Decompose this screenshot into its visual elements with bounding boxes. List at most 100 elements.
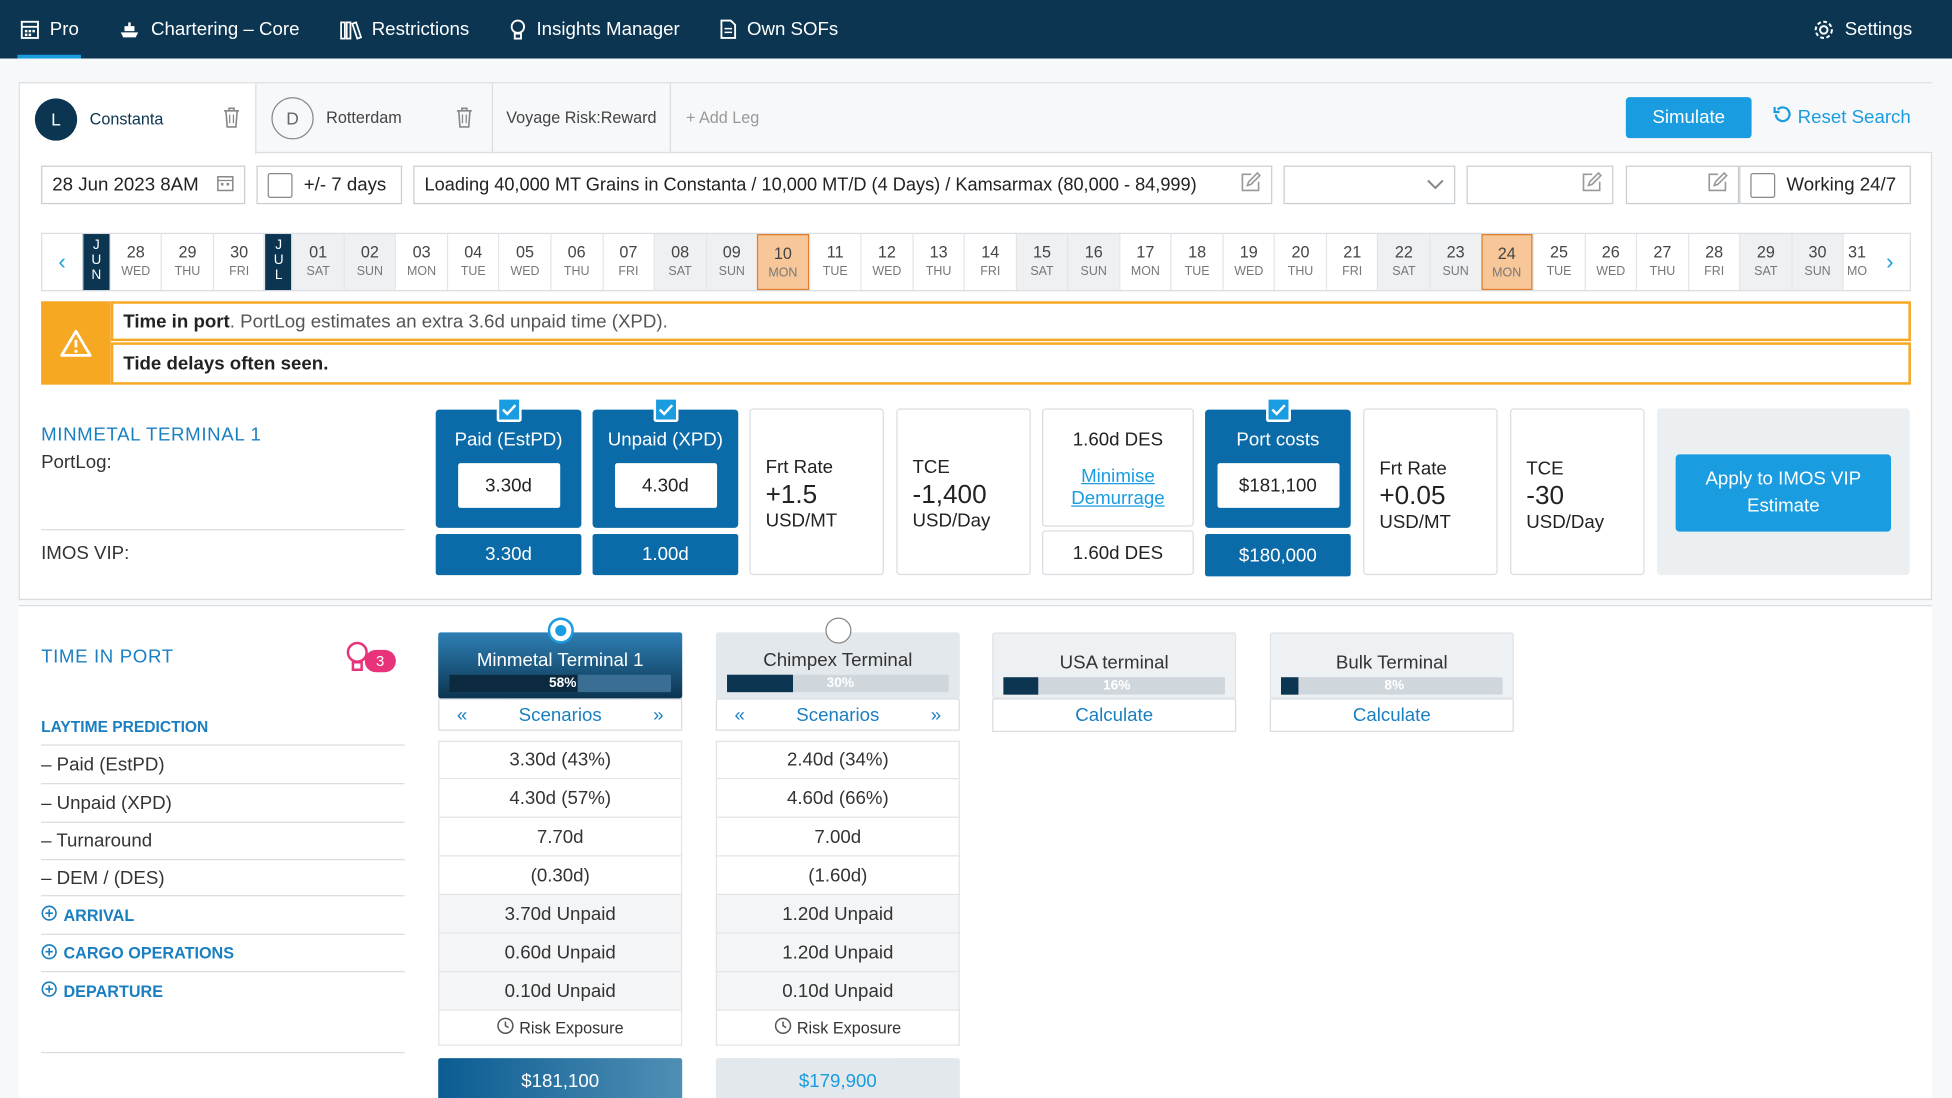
value-unpaid: 4.60d (66%) <box>715 779 960 818</box>
chevron-right-icon[interactable]: › <box>1886 248 1894 274</box>
calendar-day[interactable]: 11 TUE <box>808 234 861 291</box>
scenarios-control[interactable]: « Scenarios » <box>715 698 960 731</box>
calculate-button[interactable]: Calculate <box>992 698 1237 733</box>
calendar-day[interactable]: 21 FRI <box>1325 234 1378 291</box>
day-weekday: SUN <box>356 265 384 279</box>
calendar-day[interactable]: 20 THU <box>1274 234 1326 291</box>
checkbox-checked-icon[interactable] <box>1265 397 1291 423</box>
calendar-day[interactable]: 05 WED <box>498 234 551 291</box>
calendar-day[interactable]: 16 SUN <box>1067 234 1119 291</box>
vessel-dropdown[interactable] <box>1283 165 1456 205</box>
risk-exposure-button[interactable]: Risk Exposure <box>438 1010 683 1046</box>
calendar-day[interactable]: 12 WED <box>860 234 912 291</box>
nav-pro[interactable]: Pro <box>0 0 99 59</box>
terminal-header[interactable]: Bulk Terminal 8% <box>1269 632 1514 699</box>
chevron-double-left-icon[interactable]: « <box>456 703 468 726</box>
insights-badge[interactable]: 3 <box>345 641 396 680</box>
calendar-day[interactable]: 25 TUE <box>1532 234 1585 291</box>
cargo-operations-toggle[interactable]: CARGO OPERATIONS <box>41 935 405 973</box>
day-number: 18 <box>1188 242 1207 262</box>
reset-search-button[interactable]: Reset Search <box>1773 105 1911 130</box>
extra-field-1[interactable] <box>1466 165 1614 205</box>
working-checkbox[interactable] <box>1750 172 1776 198</box>
calendar-day[interactable]: 24 MON <box>1480 234 1533 291</box>
calendar-day[interactable]: 07 FRI <box>601 234 654 291</box>
edit-icon[interactable] <box>1707 171 1728 198</box>
des-imos-value: 1.60d DES <box>1041 530 1194 576</box>
calendar-day[interactable]: 22 SAT <box>1377 234 1430 291</box>
calendar-day[interactable]: 27 THU <box>1635 234 1688 291</box>
departure-toggle[interactable]: DEPARTURE <box>41 972 405 1009</box>
simulate-button[interactable]: Simulate <box>1625 97 1752 139</box>
calendar-day[interactable]: 30 FRI <box>212 234 265 291</box>
calendar-day[interactable]: 26 WED <box>1584 234 1636 291</box>
minimise-demurrage-link[interactable]: Minimise Demurrage <box>1043 466 1192 511</box>
calendar-day[interactable]: 03 MON <box>395 234 447 291</box>
trash-icon[interactable] <box>223 107 240 132</box>
apply-imos-button[interactable]: Apply to IMOS VIP Estimate <box>1675 454 1892 532</box>
port-costs-imos-value: $180,000 <box>1205 534 1351 577</box>
extra-field-2[interactable] <box>1625 165 1740 205</box>
day-weekday: FRI <box>229 265 250 279</box>
range-label: +/- 7 days <box>303 174 387 196</box>
calendar-day[interactable]: 29 SAT <box>1739 234 1792 291</box>
terminal-header[interactable]: Chimpex Terminal 30% <box>715 617 960 699</box>
paid-card[interactable]: Paid (EstPD) 3.30d <box>435 397 582 528</box>
calendar-day[interactable]: 31 MO <box>1842 234 1870 291</box>
calendar-day[interactable]: 17 MON <box>1118 234 1171 291</box>
calendar-day[interactable]: 23 SUN <box>1429 234 1481 291</box>
working-toggle[interactable]: Working 24/7 <box>1739 165 1911 205</box>
settings-button[interactable]: Settings <box>1792 0 1932 59</box>
calendar-day[interactable]: 14 FRI <box>963 234 1016 291</box>
day-number: 02 <box>360 242 379 262</box>
port-costs-card[interactable]: Port costs $181,100 <box>1205 397 1351 528</box>
calendar-day[interactable]: 19 WED <box>1222 234 1274 291</box>
unpaid-card[interactable]: Unpaid (XPD) 4.30d <box>592 397 739 528</box>
calendar-day[interactable]: 09 SUN <box>705 234 758 291</box>
chevron-double-right-icon[interactable]: » <box>653 703 664 726</box>
checkbox-checked-icon[interactable] <box>652 397 678 423</box>
terminal-radio-selected[interactable] <box>547 617 574 644</box>
calendar-day[interactable]: 13 THU <box>912 234 964 291</box>
risk-exposure-button[interactable]: Risk Exposure <box>715 1010 960 1046</box>
value-dem: (0.30d) <box>438 856 683 896</box>
edit-icon[interactable] <box>1581 171 1603 198</box>
lightbulb-icon <box>345 641 370 680</box>
calendar-day[interactable]: 01 SAT <box>291 234 344 291</box>
chevron-double-left-icon[interactable]: « <box>734 703 745 726</box>
leg-tab-discharge[interactable]: D Rotterdam <box>256 83 493 154</box>
calendar-day[interactable]: 29 THU <box>161 234 213 291</box>
calendar-day[interactable]: 10 MON <box>757 234 809 291</box>
calendar-day[interactable]: 02 SUN <box>343 234 396 291</box>
nav-insights[interactable]: Insights Manager <box>489 0 699 59</box>
tab-voyage-risk[interactable]: Voyage Risk:Reward <box>492 83 672 154</box>
chevron-double-right-icon[interactable]: » <box>930 703 942 726</box>
edit-icon[interactable] <box>1232 171 1261 198</box>
arrival-toggle[interactable]: ARRIVAL <box>41 896 405 935</box>
calendar-day[interactable]: 30 SUN <box>1791 234 1843 291</box>
leg-tab-load[interactable]: L Constanta <box>19 83 257 155</box>
nav-chartering[interactable]: Chartering – Core <box>99 0 320 59</box>
checkbox-checked-icon[interactable] <box>496 397 521 423</box>
trash-icon[interactable] <box>456 107 473 132</box>
calendar-day[interactable]: 18 TUE <box>1170 234 1223 291</box>
calendar-day[interactable]: 04 TUE <box>446 234 499 291</box>
calculate-button[interactable]: Calculate <box>1269 698 1514 733</box>
date-range-toggle[interactable]: +/- 7 days <box>256 165 403 205</box>
terminal-header[interactable]: Minmetal Terminal 1 58% <box>438 617 683 699</box>
calendar-day[interactable]: 15 SAT <box>1015 234 1068 291</box>
terminal-header[interactable]: USA terminal 16% <box>992 632 1237 699</box>
scenarios-control[interactable]: « Scenarios » <box>438 698 683 731</box>
terminal-column-bulk: Bulk Terminal 8% Calculate <box>1269 632 1514 733</box>
nav-own-sofs[interactable]: Own SOFs <box>700 0 859 59</box>
chevron-left-icon[interactable]: ‹ <box>58 248 66 274</box>
date-field[interactable]: 28 Jun 2023 8AM <box>41 165 246 205</box>
calendar-day[interactable]: 06 THU <box>550 234 602 291</box>
calendar-day[interactable]: 28 FRI <box>1687 234 1740 291</box>
cargo-field[interactable]: Loading 40,000 MT Grains in Constanta / … <box>413 165 1273 205</box>
terminal-radio[interactable] <box>825 617 852 644</box>
nav-restrictions[interactable]: Restrictions <box>319 0 489 59</box>
range-checkbox[interactable] <box>267 172 293 198</box>
calendar-day[interactable]: 28 WED <box>109 234 161 291</box>
calendar-day[interactable]: 08 SAT <box>653 234 706 291</box>
